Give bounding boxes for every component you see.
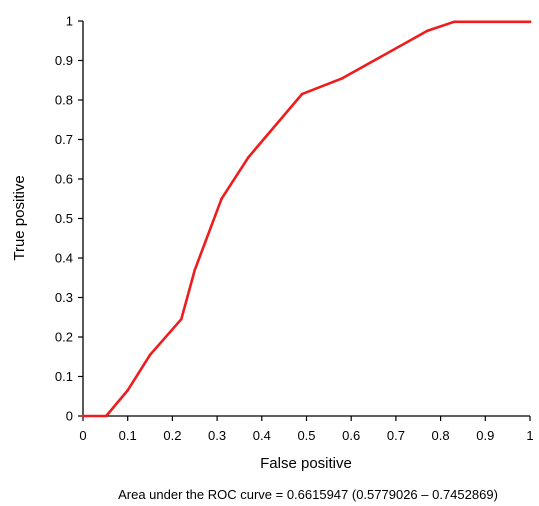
x-tick-label: 0.5 [297, 428, 315, 443]
y-tick-label: 0.4 [55, 251, 73, 266]
x-tick-label: 0.3 [208, 428, 226, 443]
roc-point [81, 414, 85, 418]
y-tick-label: 0.8 [55, 93, 73, 108]
roc-curve-points [81, 20, 532, 418]
roc-point [180, 317, 183, 321]
x-tick-label: 1 [526, 428, 533, 443]
roc-point [148, 353, 152, 357]
x-axis-title: False positive [260, 455, 352, 472]
y-tick-label: 0.6 [55, 172, 73, 187]
roc-point [340, 76, 344, 80]
roc-point [528, 20, 532, 24]
roc-point [104, 414, 108, 418]
y-tick-label: 0.1 [55, 369, 73, 384]
roc-point [126, 389, 129, 392]
y-ticks: 0 0.1 0.2 0.3 0.4 0.5 0.6 0.7 0.8 0.9 1 [55, 14, 83, 424]
auc-annotation: Area under the ROC curve = 0.6615947 (0.… [118, 487, 498, 502]
y-tick-label: 0.7 [55, 132, 73, 147]
roc-point [247, 155, 250, 159]
x-tick-label: 0.7 [387, 428, 405, 443]
x-tick-label: 0.9 [476, 428, 494, 443]
x-tick-label: 0.1 [119, 428, 137, 443]
x-ticks: 0 0.1 0.2 0.3 0.4 0.5 0.6 0.7 0.8 0.9 1 [79, 416, 534, 443]
y-tick-label: 0 [66, 409, 73, 424]
x-tick-label: 0.4 [253, 428, 271, 443]
y-axis-title: True positive [11, 175, 28, 260]
x-tick-label: 0.6 [342, 428, 360, 443]
x-tick-label: 0 [79, 428, 86, 443]
roc-point [220, 197, 223, 201]
y-tick-label: 1 [66, 14, 73, 29]
roc-point [193, 268, 197, 272]
y-tick-label: 0.9 [55, 53, 73, 68]
roc-point [452, 20, 456, 24]
x-tick-label: 0.2 [163, 428, 181, 443]
y-tick-label: 0.3 [55, 290, 73, 305]
roc-point [425, 29, 429, 33]
roc-point [300, 92, 304, 96]
x-tick-label: 0.8 [432, 428, 450, 443]
roc-curve-line [81, 20, 532, 418]
y-tick-label: 0.5 [55, 211, 73, 226]
y-tick-label: 0.2 [55, 330, 73, 345]
